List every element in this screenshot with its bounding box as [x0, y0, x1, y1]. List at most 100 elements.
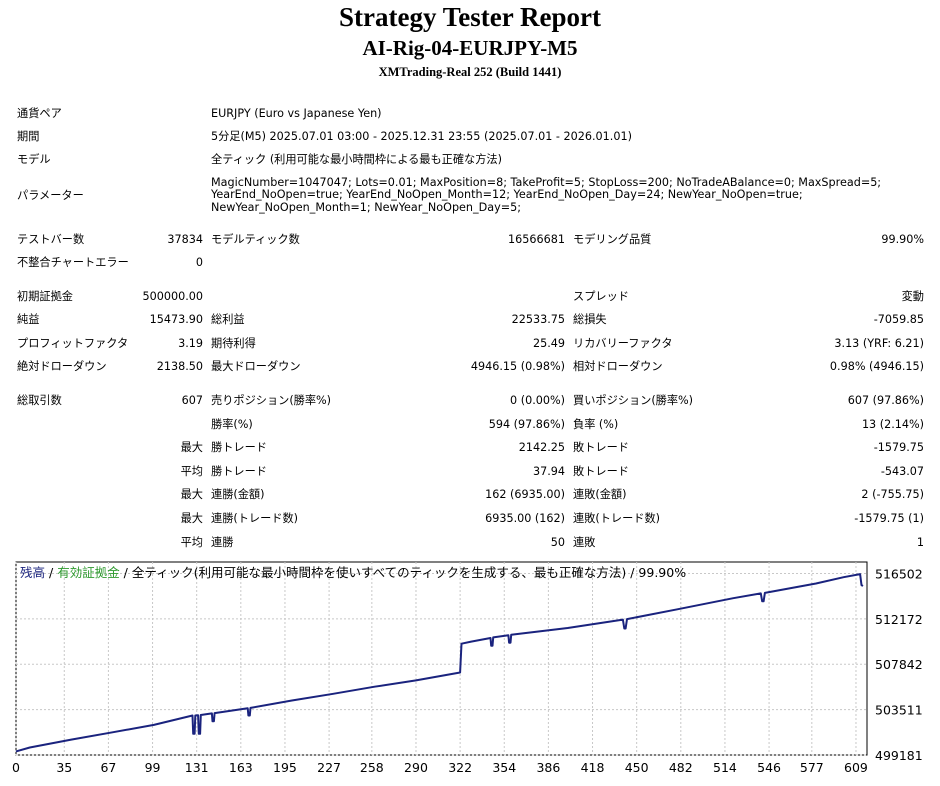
lossrate-value: 13 (2.14%)	[861, 418, 924, 431]
max-dd-label: 最大ドローダウン	[211, 360, 301, 373]
params-line: NewYear_NoOpen_Month=1; NewYear_NoOpen_D…	[211, 200, 521, 214]
short-value: 0 (0.00%)	[510, 394, 565, 407]
lossrate-label: 負率 (%)	[573, 418, 619, 431]
model-label: モデル	[17, 153, 51, 166]
largest-win-value: 2142.25	[518, 441, 565, 454]
x-tick-label: 322	[448, 760, 472, 775]
balance-series-line	[15, 573, 864, 753]
consec-loss-label: 連敗(トレード数)	[573, 512, 661, 525]
legend-balance: 残高	[20, 565, 45, 580]
abs-dd-label: 絶対ドローダウン	[17, 360, 107, 373]
net-label: 純益	[17, 313, 40, 326]
avg-loss-label: 敗トレード	[573, 465, 629, 478]
avg-consec-loss-value: 1	[916, 536, 924, 549]
x-tick-label: 0	[12, 760, 20, 775]
avg-loss-value: -543.07	[880, 465, 924, 478]
period-value: 5分足(M5) 2025.07.01 03:00 - 2025.12.31 23…	[211, 130, 632, 143]
params-label: パラメーター	[17, 189, 84, 202]
chart-series-group	[15, 573, 864, 753]
expected-value: 25.49	[532, 337, 565, 350]
period-label: 期間	[17, 130, 40, 143]
avg-win-label: 勝トレード	[211, 465, 267, 478]
params-value: MagicNumber=1047047; Lots=0.01; MaxPosit…	[211, 176, 911, 214]
legend-separator: /	[45, 565, 57, 580]
gross-loss-value: -7059.85	[873, 313, 924, 326]
deposit-label: 初期証拠金	[17, 290, 73, 303]
params-line: MagicNumber=1047047; Lots=0.01; MaxPosit…	[211, 176, 882, 189]
max-dd-value: 4946.15 (0.98%)	[470, 360, 565, 373]
net-value: 15473.90	[149, 313, 203, 326]
gross-loss-label: 総損失	[573, 313, 607, 326]
x-tick-label: 418	[581, 760, 605, 775]
x-tick-label: 482	[669, 760, 693, 775]
avg-word: 平均	[180, 536, 203, 549]
x-tick-label: 195	[273, 760, 297, 775]
mismatch-value: 0	[195, 256, 203, 269]
x-tick-label: 450	[625, 760, 649, 775]
balance-chart: 0 35 67 99 131 163 195 227 258 290 322 354 386 418 450…	[12, 561, 923, 775]
pf-label: プロフィットファクタ	[17, 337, 129, 350]
total-value: 607	[181, 394, 203, 407]
pf-value: 3.19	[178, 337, 203, 350]
x-tick-label: 609	[844, 760, 868, 775]
x-tick-label: 131	[185, 760, 209, 775]
short-label: 売りポジション(勝率%)	[211, 394, 332, 407]
ticks-label: モデルティック数	[211, 233, 300, 246]
chart-legend: 残高 / 有効証拠金 / 全ティック(利用可能な最小時間枠を使いすべてのティック…	[20, 565, 686, 580]
expected-label: 期待利得	[211, 337, 256, 350]
pair-label: 通貨ペア	[17, 107, 62, 120]
largest-win-label: 勝トレード	[211, 441, 267, 454]
report-title: Strategy Tester Report	[339, 2, 601, 32]
winrate-value: 594 (97.86%)	[488, 418, 565, 431]
avg-word: 平均	[180, 465, 203, 478]
y-tick-label: 512172	[875, 612, 923, 627]
legend-separator: /	[120, 565, 132, 580]
server-info: XMTrading-Real 252 (Build 1441)	[378, 65, 562, 79]
gross-profit-value: 22533.75	[511, 313, 565, 326]
quality-value: 99.90%	[881, 233, 924, 246]
largest-loss-label: 敗トレード	[573, 441, 629, 454]
recovery-value: 3.13 (YRF: 6.21)	[834, 337, 924, 350]
y-tick-label: 499181	[875, 748, 923, 763]
legend-equity: 有効証拠金	[57, 565, 120, 580]
legend-description: 全ティック(利用可能な最小時間枠を使いすべてのティックを生成する、最も正確な方法…	[132, 565, 686, 580]
max-word: 最大	[180, 441, 203, 454]
avg-consec-win-label: 連勝	[211, 536, 234, 549]
consec-losses-money-value: 2 (-755.75)	[861, 488, 924, 501]
chart-y-ticks: 516502 512172 507842 503511 499181	[875, 567, 923, 763]
max-word: 最大	[180, 488, 203, 501]
pair-value: EURJPY (Euro vs Japanese Yen)	[211, 107, 382, 120]
y-tick-label: 503511	[875, 703, 923, 718]
x-tick-label: 546	[757, 760, 781, 775]
x-tick-label: 577	[800, 760, 824, 775]
recovery-label: リカバリーファクタ	[573, 337, 673, 350]
consec-loss-value: -1579.75 (1)	[854, 512, 924, 525]
x-tick-label: 258	[360, 760, 384, 775]
avg-win-value: 37.94	[532, 465, 565, 478]
avg-consec-win-value: 50	[550, 536, 565, 549]
avg-consec-loss-label: 連敗	[573, 536, 596, 549]
abs-dd-value: 2138.50	[156, 360, 203, 373]
x-tick-label: 290	[404, 760, 428, 775]
bars-value: 37834	[167, 233, 203, 246]
bars-label: テストバー数	[17, 233, 85, 246]
ticks-value: 16566681	[508, 233, 565, 246]
deposit-value: 500000.00	[142, 290, 204, 303]
y-tick-label: 516502	[875, 567, 923, 582]
consec-losses-money-label: 連敗(金額)	[573, 488, 627, 501]
quality-label: モデリング品質	[573, 233, 652, 246]
gross-profit-label: 総利益	[211, 313, 245, 326]
x-tick-label: 99	[145, 760, 161, 775]
x-tick-label: 67	[100, 760, 116, 775]
spread-label: スプレッド	[573, 290, 629, 303]
spread-value: 変動	[901, 290, 924, 303]
long-label: 買いポジション(勝率%)	[573, 394, 694, 407]
y-tick-label: 507842	[875, 657, 923, 672]
rel-dd-label: 相対ドローダウン	[573, 360, 663, 373]
consec-profit-value: 6935.00 (162)	[485, 512, 565, 525]
total-label: 総取引数	[17, 394, 62, 407]
consec-wins-money-label: 連勝(金額)	[211, 488, 265, 501]
model-value: 全ティック (利用可能な最小時間枠による最も正確な方法)	[211, 153, 502, 166]
report-subtitle: AI-Rig-04-EURJPY-M5	[362, 36, 578, 60]
x-tick-label: 163	[229, 760, 253, 775]
